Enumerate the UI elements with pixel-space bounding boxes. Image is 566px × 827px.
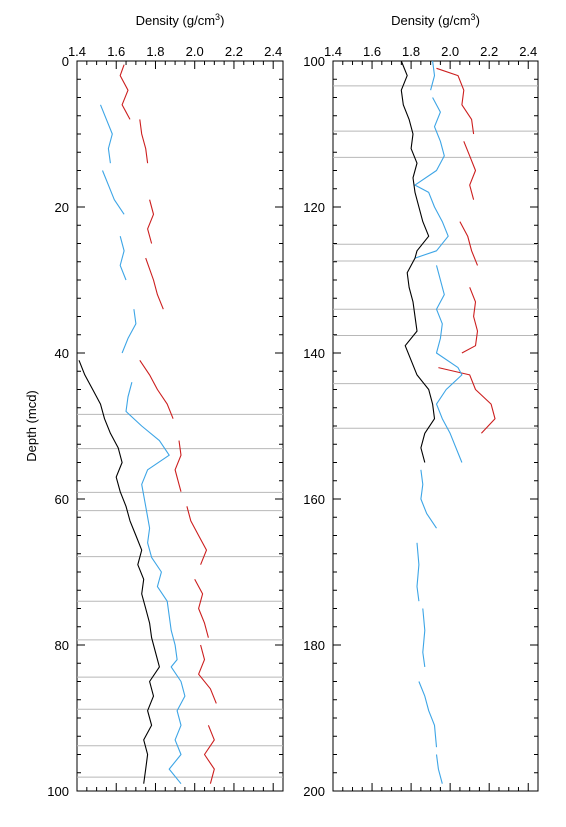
right-panel-x-tick-label: 2.2: [480, 44, 498, 59]
right-panel-y-tick-label: 100: [303, 54, 325, 69]
left-panel-y-tick-label: 80: [55, 638, 69, 653]
right-panel-frame: [332, 60, 539, 792]
left-panel-red-series-segment-7: [194, 579, 209, 638]
left-panel-red-series-segment-1: [139, 119, 149, 164]
left-panel-x-tick-label: 2.0: [186, 44, 204, 59]
right-panel-tick-labels: 1.4 1.6 1.8 2.0 2.2 2.4 100 120 140 160 180 200: [303, 44, 537, 799]
right-panel-red-series-segment-2: [459, 221, 479, 266]
left-panel-red-series-segment-8: [198, 644, 217, 704]
right-panel-blue-series-segment-4: [416, 542, 420, 602]
left-panel-y-tick-label: 40: [55, 346, 69, 361]
right-panel-x-tick-label: 2.0: [441, 44, 459, 59]
y-axis-label: Depth (mcd): [24, 390, 39, 462]
right-panel-black-series-segment-0: [400, 60, 436, 463]
left-panel-red-series-segment-2: [147, 199, 155, 244]
right-panel-y-tick-label: 120: [303, 200, 325, 215]
right-panel-ticks: [332, 60, 539, 792]
left-panel: 1.4 1.6 1.8 2.0 2.2 2.4 0 20 40 60 80 100 Density (…: [47, 12, 284, 799]
left-panel-x-tick-label: 2.4: [264, 44, 282, 59]
left-panel-y-tick-label: 100: [47, 784, 69, 799]
left-panel-x-tick-label: 1.8: [146, 44, 164, 59]
left-panel-y-tick-label: 60: [55, 492, 69, 507]
right-panel-blue-series-segment-1: [414, 97, 449, 259]
left-panel-red-series-segment-4: [139, 359, 174, 419]
left-panel-y-tick-label: 0: [62, 54, 69, 69]
left-panel-blue-series-segment-0: [99, 104, 113, 164]
right-panel-x-tick-label: 2.4: [519, 44, 537, 59]
left-panel-blue-series-segment-4: [125, 382, 186, 785]
right-panel-red-series-segment-3: [461, 287, 479, 354]
right-panel-blue-series-segment-5: [422, 608, 426, 667]
left-panel-blue-series-segment-3: [121, 309, 137, 354]
right-panel-blue-series-segment-7: [435, 754, 443, 784]
right-panel-x-axis-label: Density (g/cm3): [391, 12, 480, 28]
right-panel-blue-series-segment-3: [420, 469, 437, 529]
right-panel: 1.4 1.6 1.8 2.0 2.2 2.4 100 120 140 160 180 200 Den…: [303, 12, 539, 799]
left-panel-red-series-segment-3: [145, 257, 164, 310]
right-panel-red-series-segment-1: [463, 141, 477, 200]
left-panel-red-series-segment-9: [203, 725, 215, 784]
right-panel-x-tick-label: 1.6: [363, 44, 381, 59]
right-panel-y-tick-label: 180: [303, 638, 325, 653]
left-panel-series: [78, 64, 217, 785]
left-panel-blue-series-segment-1: [101, 170, 125, 215]
right-panel-x-tick-label: 1.8: [402, 44, 420, 59]
right-panel-red-series-segment-0: [436, 67, 475, 135]
left-panel-reference-lines: [77, 413, 283, 778]
left-panel-red-series-segment-5: [174, 440, 182, 492]
right-panel-y-tick-label: 160: [303, 492, 325, 507]
left-panel-x-tick-label: 2.2: [225, 44, 243, 59]
left-panel-x-axis-label: Density (g/cm3): [136, 12, 225, 28]
right-panel-blue-series-segment-6: [418, 681, 438, 748]
left-panel-y-tick-label: 20: [55, 200, 69, 215]
right-panel-x-tick-label: 1.4: [324, 44, 342, 59]
right-panel-red-series-segment-4: [438, 367, 496, 434]
right-panel-y-tick-label: 200: [303, 784, 325, 799]
left-panel-black-series-segment-0: [78, 360, 160, 784]
left-panel-tick-labels: 1.4 1.6 1.8 2.0 2.2 2.4 0 20 40 60 80 100: [47, 44, 282, 799]
left-panel-x-tick-label: 1.6: [107, 44, 125, 59]
right-panel-series: [400, 60, 496, 784]
right-panel-blue-series-segment-0: [430, 60, 436, 91]
right-panel-y-tick-label: 140: [303, 346, 325, 361]
left-panel-x-tick-label: 1.4: [68, 44, 86, 59]
left-panel-red-series-segment-6: [186, 506, 208, 565]
left-panel-red-series-segment-0: [119, 64, 131, 120]
left-panel-blue-series-segment-2: [119, 236, 127, 281]
right-panel-blue-series-segment-2: [435, 265, 463, 463]
left-panel-ticks: [76, 60, 284, 792]
right-panel-reference-lines: [333, 85, 538, 429]
